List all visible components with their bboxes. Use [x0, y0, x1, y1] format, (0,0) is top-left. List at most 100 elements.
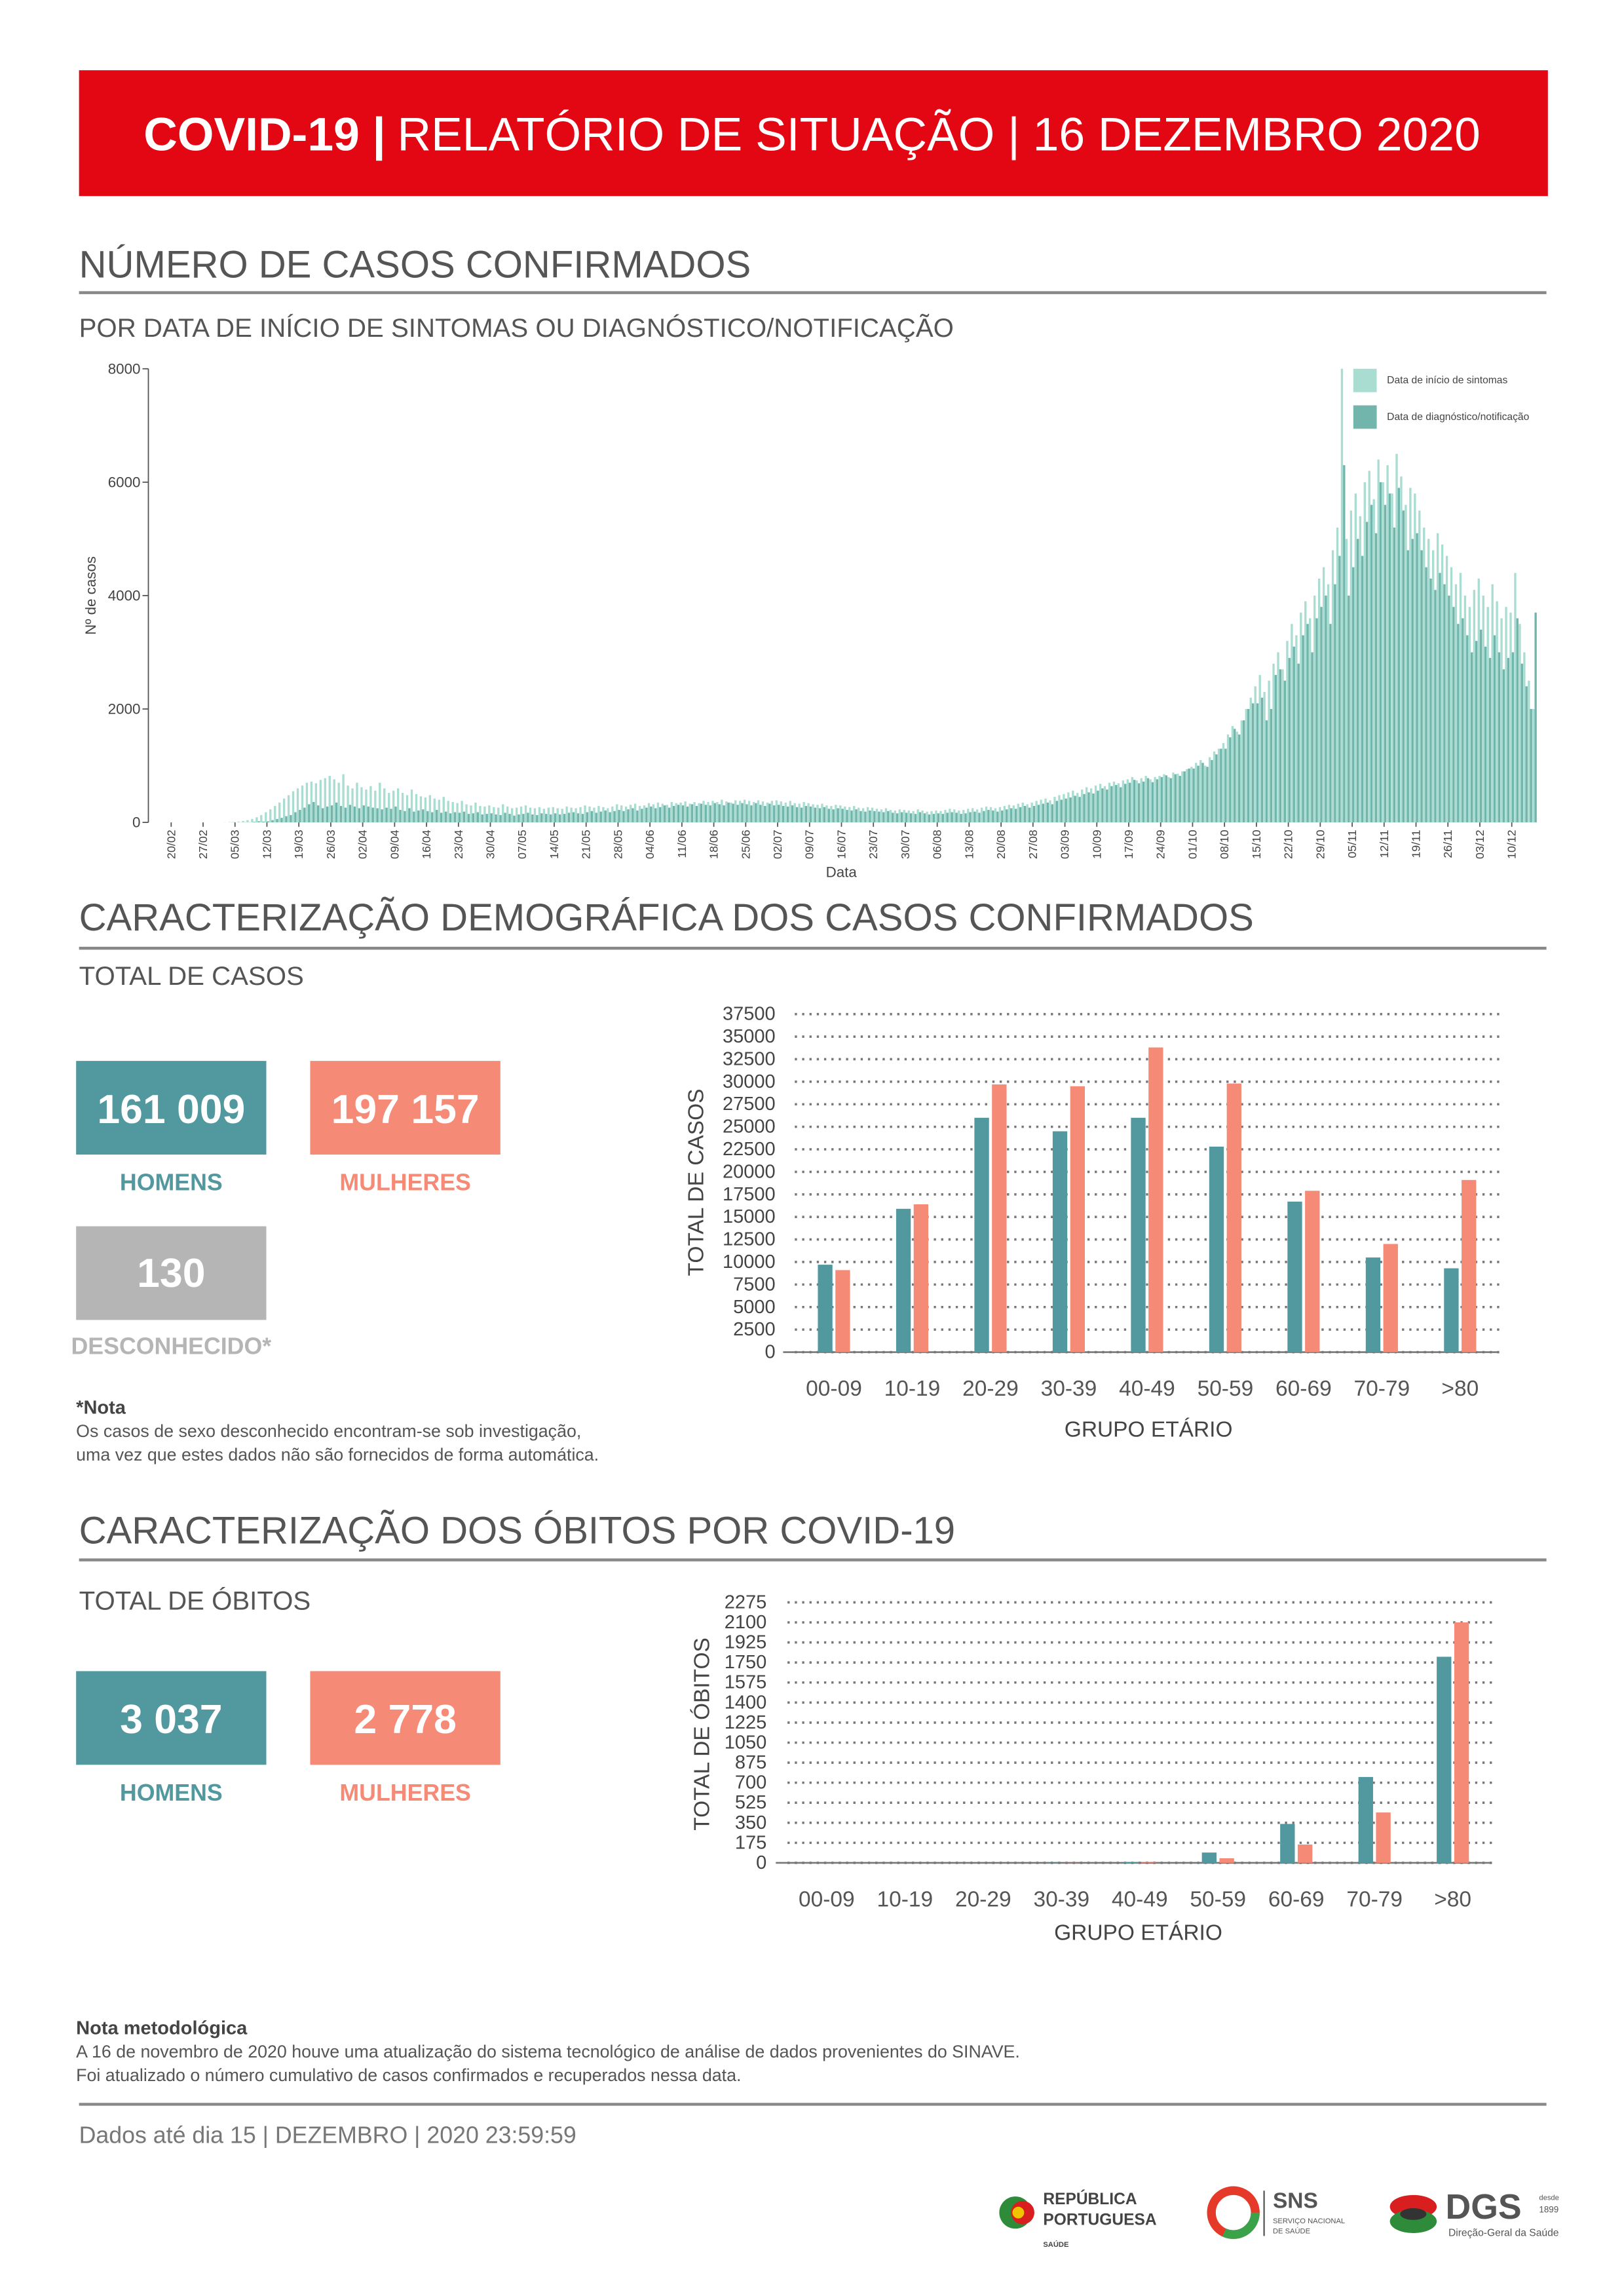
- bar: [447, 801, 449, 823]
- bar: [1320, 607, 1323, 823]
- bar: [1049, 800, 1051, 823]
- x-tick-label: 20-29: [955, 1887, 1011, 1911]
- bar: [1370, 505, 1373, 823]
- bar: [1158, 776, 1161, 823]
- bar: [739, 801, 742, 823]
- bar: [1065, 798, 1067, 823]
- bar: [1087, 792, 1090, 823]
- bar: [690, 804, 694, 823]
- bar: [506, 806, 509, 823]
- bar: [1199, 759, 1202, 823]
- bar: [695, 806, 698, 823]
- bar: [898, 809, 901, 823]
- bar: [636, 810, 639, 823]
- bar: [1148, 1047, 1163, 1352]
- bar: [809, 806, 812, 823]
- bar: [1479, 629, 1482, 823]
- bar: [499, 814, 502, 823]
- bar: [388, 793, 390, 823]
- section-subtitle: TOTAL DE ÓBITOS: [79, 1586, 311, 1616]
- bar: [1463, 595, 1467, 823]
- bar: [527, 813, 529, 823]
- kpi-value: 130: [137, 1250, 205, 1296]
- bar: [1270, 709, 1273, 823]
- bar: [401, 793, 404, 823]
- x-tick-label: 10-19: [877, 1887, 933, 1911]
- x-tick-label: >80: [1441, 1377, 1479, 1401]
- bar: [280, 818, 283, 823]
- bar: [912, 811, 915, 823]
- bar: [408, 808, 411, 823]
- bar: [438, 799, 440, 823]
- bar: [1452, 607, 1455, 823]
- bar: [1516, 618, 1519, 823]
- bar: [1115, 784, 1118, 823]
- bar: [887, 811, 890, 823]
- bar: [1405, 505, 1407, 823]
- x-tick-label: 01/10: [1186, 830, 1199, 859]
- bar: [424, 797, 427, 823]
- bar: [1213, 751, 1216, 823]
- bar: [547, 807, 550, 823]
- bar: [709, 805, 711, 823]
- bar: [467, 814, 470, 823]
- y-tick-label: 4000: [108, 587, 141, 603]
- bar: [764, 806, 766, 823]
- x-tick-label: 10/12: [1505, 830, 1519, 859]
- bar: [650, 806, 652, 823]
- bar: [1354, 493, 1357, 823]
- x-tick-label: 24/09: [1154, 830, 1167, 859]
- bar: [1493, 635, 1496, 823]
- bar: [711, 801, 714, 823]
- logo-shape: [1012, 2206, 1025, 2219]
- bar: [839, 805, 842, 823]
- bar: [747, 801, 751, 823]
- bar: [752, 801, 755, 823]
- bar: [1514, 573, 1517, 823]
- bar: [581, 814, 584, 823]
- bar: [513, 815, 516, 823]
- bar: [670, 801, 673, 823]
- bar: [1322, 567, 1325, 823]
- x-tick-label: 30-39: [1033, 1887, 1089, 1911]
- kpi-value: 197 157: [331, 1086, 480, 1132]
- bar: [1067, 792, 1070, 823]
- bar: [1156, 779, 1159, 823]
- bar: [775, 800, 778, 823]
- bar: [1348, 595, 1350, 823]
- bar: [1407, 550, 1409, 823]
- bar: [746, 804, 748, 823]
- bar: [807, 803, 810, 823]
- bar: [1089, 788, 1093, 823]
- x-tick-label: 19/03: [292, 830, 305, 859]
- bar: [1379, 482, 1382, 823]
- bar: [1393, 527, 1396, 823]
- section-title: NÚMERO DE CASOS CONFIRMADOS: [79, 244, 751, 286]
- logo-text: SERVIÇO NACIONAL: [1273, 2217, 1345, 2225]
- bar: [1209, 1146, 1224, 1352]
- bar: [267, 821, 269, 823]
- bar: [1069, 797, 1072, 823]
- bar: [292, 791, 295, 823]
- bar: [515, 807, 518, 823]
- bar: [1163, 774, 1165, 823]
- bar: [579, 807, 582, 823]
- bar: [1030, 802, 1033, 823]
- bar: [741, 803, 744, 823]
- bar: [435, 810, 438, 823]
- bar: [941, 814, 944, 823]
- bar: [1402, 510, 1405, 823]
- bar: [755, 803, 757, 823]
- x-tick-label: 08/10: [1218, 830, 1231, 859]
- y-tick-label: 25000: [723, 1117, 776, 1138]
- bar: [271, 820, 274, 823]
- bar: [1001, 810, 1004, 823]
- bar: [946, 813, 949, 823]
- bar: [971, 808, 974, 823]
- bar: [1055, 801, 1058, 823]
- bar: [1268, 680, 1270, 823]
- bar: [296, 788, 299, 823]
- y-tick-label: 2100: [725, 1612, 767, 1633]
- bar: [835, 805, 837, 823]
- bar: [1023, 806, 1027, 823]
